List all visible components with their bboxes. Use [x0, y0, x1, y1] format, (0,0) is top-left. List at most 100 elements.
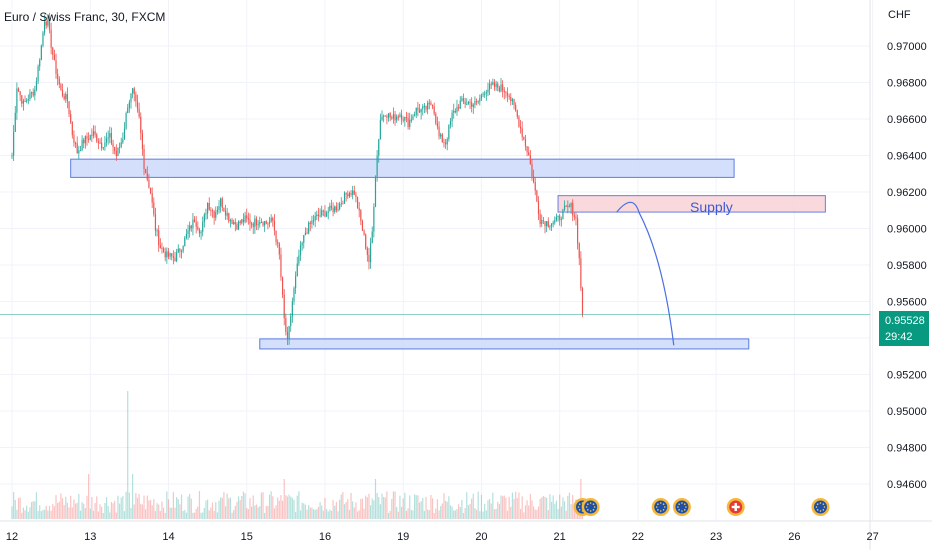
candle-body [224, 210, 227, 216]
volume-bar [275, 505, 277, 519]
candle-body [120, 142, 122, 147]
candle-body [156, 230, 158, 232]
candle-body [19, 91, 21, 96]
candle-body [417, 107, 419, 110]
candle-body [233, 222, 235, 225]
candle-body [187, 230, 189, 234]
volume-bar [254, 505, 256, 519]
eu-star [587, 503, 589, 505]
candle-body [63, 95, 65, 100]
volume-bar [396, 507, 398, 519]
candle-body [472, 104, 474, 107]
volume-bar [193, 512, 196, 519]
candle-body [257, 224, 259, 226]
candle-body [438, 126, 440, 137]
volume-bar [511, 492, 514, 519]
candle-body [531, 163, 533, 177]
candle-body [559, 215, 561, 220]
candle-body [519, 126, 522, 129]
candle-body [118, 146, 121, 148]
volume-bar [428, 510, 430, 519]
eu-star [587, 509, 589, 511]
volume-bar [198, 491, 201, 519]
candle-body [361, 220, 364, 231]
volume-bar [105, 497, 108, 519]
volume-bar [57, 502, 59, 519]
candle-body [485, 92, 487, 94]
volume-bar [412, 510, 414, 519]
x-tick-label: 27 [867, 531, 879, 543]
candle-body [306, 232, 308, 234]
candle-body [109, 133, 111, 138]
candle-body [554, 220, 556, 223]
candle-body [105, 138, 108, 143]
volume-bar [365, 495, 367, 519]
eu-star [663, 506, 666, 508]
volume-bar [99, 504, 101, 519]
volume-bar [115, 512, 117, 519]
volume-bar [436, 499, 439, 519]
volume-bar [208, 510, 210, 519]
current-price-value: 0.95528 [885, 315, 925, 327]
eu-star [683, 509, 686, 511]
volume-bar [262, 492, 264, 519]
candle-body [53, 54, 55, 61]
current-price-badge: 0.95528 29:42 [879, 311, 929, 346]
candle-body [94, 131, 96, 135]
volume-bar [203, 508, 205, 519]
volume-bar [231, 512, 233, 519]
volume-bar [166, 491, 168, 519]
volume-bar [340, 494, 342, 519]
candle-body [76, 143, 78, 154]
volume-bar [480, 494, 483, 519]
candle-body [110, 133, 113, 144]
candle-body [381, 116, 383, 120]
volume-bar [389, 510, 391, 519]
volume-bar [314, 509, 316, 519]
candle-body [234, 222, 236, 225]
candle-body [122, 139, 124, 143]
volume-bar [544, 496, 546, 519]
candle-body [418, 109, 421, 113]
candle-body [402, 119, 404, 121]
candle-body [414, 114, 416, 117]
volume-bar [216, 512, 218, 519]
candle-body [89, 135, 91, 140]
candle-body [107, 137, 109, 139]
candle-body [177, 248, 179, 253]
candle-body [562, 209, 564, 220]
candle-body [423, 105, 425, 107]
volume-bar [573, 503, 575, 519]
x-tick-label: 12 [6, 531, 18, 543]
volume-bar [534, 509, 536, 519]
volume-bar [228, 498, 230, 519]
candle-body [223, 207, 225, 211]
candle-body [148, 179, 150, 188]
candle-body [516, 110, 518, 117]
candle-body [360, 210, 362, 221]
volume-bar [48, 505, 51, 519]
volume-bar [213, 510, 215, 519]
volume-bar [518, 492, 520, 519]
volume-bar [554, 503, 556, 519]
candle-body [275, 230, 277, 243]
candle-body [409, 119, 411, 127]
eu-star [816, 503, 819, 505]
candle-body [448, 125, 450, 139]
candle-body [570, 202, 572, 207]
volume-bar [42, 509, 44, 519]
candle-body [255, 218, 258, 226]
candle-body [340, 203, 342, 205]
volume-bar [529, 494, 531, 519]
volume-bar [215, 502, 217, 519]
candle-body [115, 150, 117, 157]
candle-body [479, 98, 481, 102]
candle-body [298, 255, 300, 264]
candle-body [435, 113, 437, 124]
eu-star [678, 503, 680, 505]
candle-body [363, 230, 365, 235]
candle-body [58, 78, 60, 85]
x-tick-label: 14 [162, 531, 174, 543]
candle-body [506, 93, 509, 96]
